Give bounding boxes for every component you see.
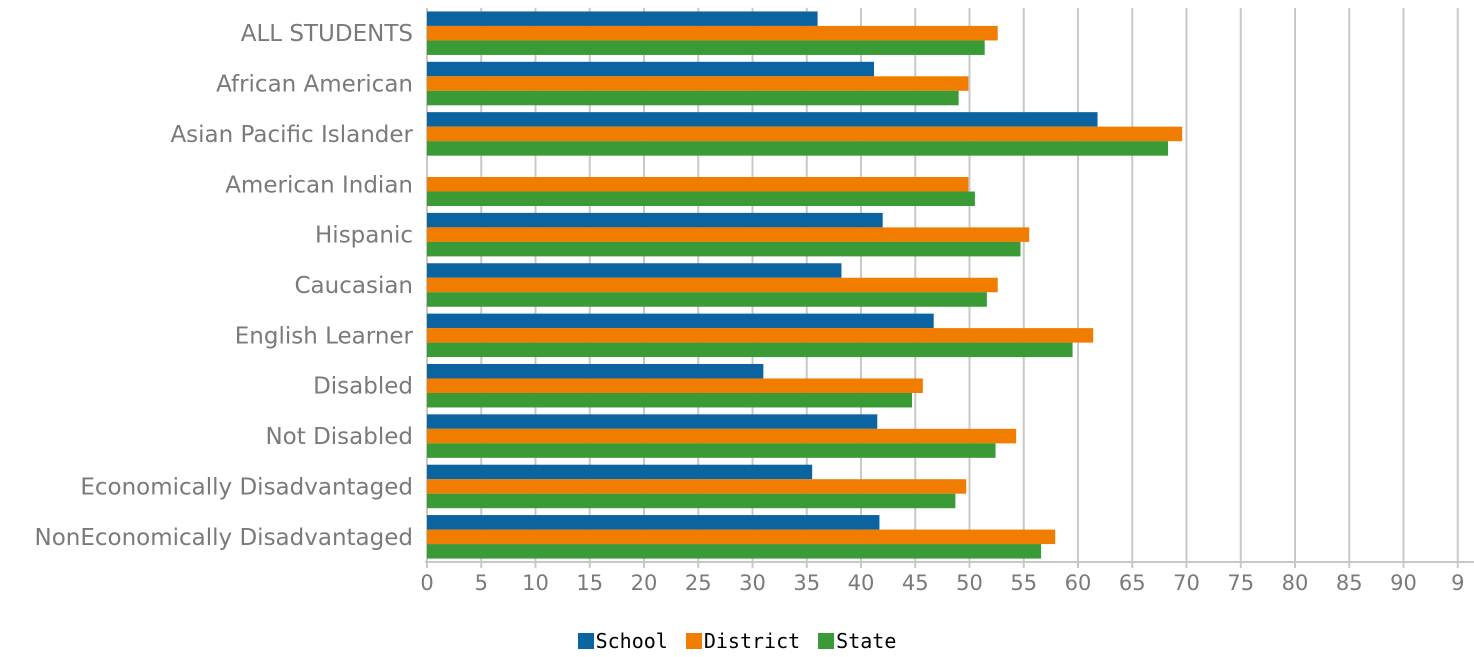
category-label: African American	[216, 72, 413, 98]
bar-school	[427, 61, 875, 77]
x-tick-label: 35	[793, 571, 820, 595]
bar-school	[427, 464, 813, 480]
x-tick-label: 85	[1336, 571, 1363, 595]
legend-swatch	[685, 633, 702, 649]
legend-item-school: School	[577, 629, 668, 653]
bar-school	[427, 212, 883, 228]
bar-school	[427, 263, 842, 278]
bar-state	[427, 40, 985, 55]
bar-district	[427, 428, 1017, 444]
category-label: Disabled	[313, 374, 413, 400]
legend-item-district: District	[685, 629, 801, 653]
bar-state	[427, 544, 1042, 559]
x-tick-label: 55	[1010, 571, 1037, 595]
bar-state	[427, 241, 1021, 257]
legend-swatch	[577, 633, 594, 649]
x-tick-label: 50	[956, 571, 983, 595]
bar-school	[427, 515, 880, 530]
bar-state	[427, 392, 912, 408]
bar-state	[427, 141, 1169, 156]
bar-state	[427, 292, 987, 307]
bars	[427, 11, 1183, 559]
bar-state	[427, 191, 975, 207]
category-label: Caucasian	[294, 273, 413, 299]
bar-state	[427, 342, 1073, 358]
x-tick-label: 90	[1390, 571, 1417, 595]
bar-district	[427, 378, 923, 393]
x-tick-label: 0	[420, 571, 433, 595]
category-label: English Learner	[235, 323, 414, 349]
x-tick-label: 9	[1451, 571, 1464, 595]
category-label: American Indian	[225, 172, 413, 198]
x-tick-label: 20	[631, 571, 658, 595]
bar-district	[427, 328, 1094, 343]
legend-label: District	[703, 629, 801, 653]
bar-school	[427, 313, 934, 329]
legend-item-state: State	[818, 629, 896, 653]
x-tick-label: 15	[576, 571, 603, 595]
bar-state	[427, 493, 956, 509]
category-labels: ALL STUDENTS African American Asian Pacifi…	[34, 21, 413, 551]
x-tick-label: 25	[685, 571, 712, 595]
bar-school	[427, 11, 818, 26]
x-tick-label: 45	[902, 571, 929, 595]
bar-school	[427, 414, 878, 429]
bar-district	[427, 25, 998, 41]
bar-school	[427, 112, 1098, 127]
category-label: Hispanic	[315, 223, 413, 249]
x-tick-label: 80	[1282, 571, 1309, 595]
category-label: NonEconomically Disadvantaged	[34, 525, 413, 551]
bar-district	[427, 529, 1056, 545]
x-tick-label: 10	[522, 571, 549, 595]
bar-district	[427, 76, 969, 91]
bar-state	[427, 443, 996, 458]
category-label: Asian Pacific Islander	[170, 122, 413, 148]
legend-label: State	[836, 629, 897, 653]
category-label: Not Disabled	[265, 424, 413, 450]
category-label: Economically Disadvantaged	[80, 474, 413, 500]
category-label: ALL STUDENTS	[241, 21, 413, 47]
x-tick-label: 5	[475, 571, 488, 595]
x-tick-label: 40	[848, 571, 875, 595]
bar-district	[427, 277, 998, 293]
x-tick-label: 65	[1119, 571, 1146, 595]
x-tick-label: 75	[1227, 571, 1254, 595]
x-tick-label: 70	[1173, 571, 1200, 595]
x-tick-labels: 0 5 10 15 20 25 30 35 40 45 50 55 60 65 70 75 80 85 90 9	[420, 571, 1464, 595]
x-tick-label: 30	[739, 571, 766, 595]
bar-district	[427, 479, 967, 494]
bar-district	[427, 126, 1183, 142]
bar-district	[427, 177, 969, 192]
x-tick-label: 60	[1065, 571, 1092, 595]
bar-state	[427, 90, 959, 106]
legend-label: School	[595, 629, 668, 653]
legend-swatch	[818, 633, 835, 649]
bar-district	[427, 227, 1030, 242]
legend: School District State	[0, 629, 1474, 653]
bar-school	[427, 363, 764, 379]
